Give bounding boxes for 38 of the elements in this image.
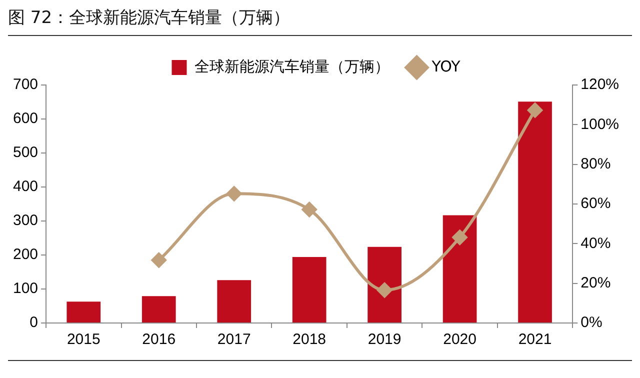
y-tick-label: 700 xyxy=(12,76,38,94)
chart-title: 图 72：全球新能源汽车销量（万辆） xyxy=(8,6,632,36)
x-tick-label: 2018 xyxy=(292,331,326,348)
y-tick-label: 300 xyxy=(12,212,38,230)
y-tick-label: 200 xyxy=(12,246,38,264)
x-tick-label: 2019 xyxy=(368,331,402,348)
y2-tick-label: 20% xyxy=(580,274,611,292)
point xyxy=(151,252,166,268)
y-tick-label: 600 xyxy=(12,110,38,128)
x-tick-label: 2021 xyxy=(518,331,552,348)
y-tick-label: 0 xyxy=(30,314,38,332)
x-tick-label: 2015 xyxy=(66,331,100,348)
point xyxy=(302,202,317,218)
y2-tick-label: 100% xyxy=(580,116,620,133)
y-tick-label: 100 xyxy=(12,280,38,298)
point xyxy=(452,230,468,245)
point xyxy=(226,186,242,202)
bar xyxy=(142,296,176,322)
legend-label: 全球新能源汽车销量（万辆） xyxy=(194,57,390,76)
bar xyxy=(292,257,326,322)
y2-tick-label: 60% xyxy=(580,195,611,212)
y2-tick-label: 80% xyxy=(580,155,611,172)
y2-tick-label: 0% xyxy=(580,314,602,332)
y2-tick-label: 120% xyxy=(580,76,620,94)
x-tick-label: 2017 xyxy=(217,331,251,348)
bar xyxy=(518,102,552,322)
point xyxy=(528,102,543,118)
bar xyxy=(442,215,477,322)
x-tick-label: 2020 xyxy=(443,331,476,348)
bar xyxy=(217,280,252,322)
y2-tick-label: 40% xyxy=(580,234,611,252)
legend-label: YOY xyxy=(430,57,462,76)
bar xyxy=(368,246,402,322)
y-tick-label: 400 xyxy=(12,178,38,196)
y-tick-label: 500 xyxy=(12,144,38,162)
point xyxy=(377,282,392,298)
x-tick-label: 2016 xyxy=(142,331,176,348)
bar xyxy=(66,302,101,322)
